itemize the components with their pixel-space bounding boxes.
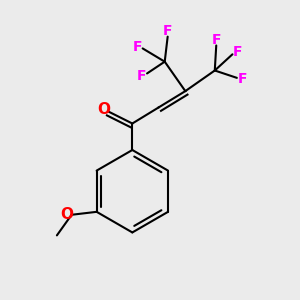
Text: O: O <box>97 102 110 117</box>
Text: F: F <box>237 72 247 86</box>
Text: F: F <box>163 24 172 38</box>
Text: F: F <box>232 45 242 59</box>
Text: F: F <box>133 40 143 54</box>
Text: F: F <box>137 69 146 83</box>
Text: O: O <box>60 207 73 222</box>
Text: F: F <box>212 33 221 47</box>
